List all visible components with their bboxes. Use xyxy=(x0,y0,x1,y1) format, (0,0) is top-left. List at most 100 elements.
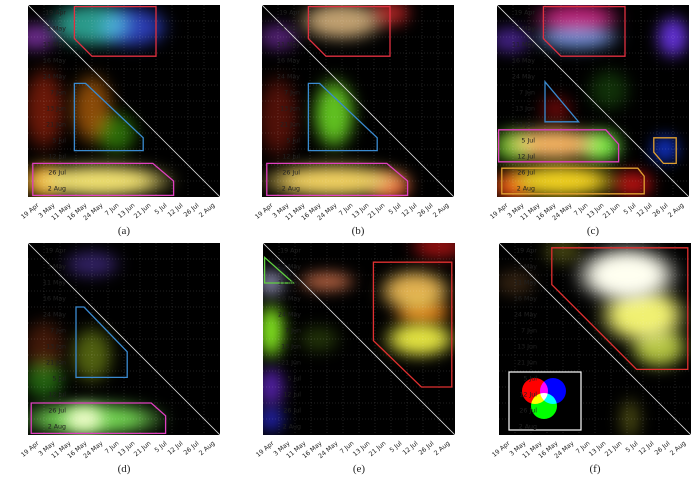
x-tick-label: 12 Jul xyxy=(401,440,420,457)
heatmap xyxy=(497,5,689,197)
heatmap-region xyxy=(653,13,689,61)
region-outline xyxy=(307,5,391,57)
panel-caption: (a) xyxy=(117,225,131,237)
heatmap xyxy=(28,243,220,435)
y-tick-label: 5 Jul xyxy=(52,375,66,383)
heatmap-region xyxy=(28,61,68,157)
y-tick-label: 13 Jun xyxy=(280,105,300,113)
y-tick-label: 24 May xyxy=(42,73,66,81)
y-tick-label: 7 Jun xyxy=(285,327,301,335)
heatmap-region xyxy=(609,168,657,197)
panel-caption: (b) xyxy=(351,225,365,237)
y-tick-label: 3 May xyxy=(517,263,537,271)
y-tick-label: 21 Jun xyxy=(515,121,535,129)
x-tick-label: 21 Jun xyxy=(601,202,622,221)
heatmap-region xyxy=(497,169,537,197)
heatmap-region xyxy=(537,93,576,125)
y-tick-label: 12 Jul xyxy=(48,153,66,161)
y-tick-label: 16 May xyxy=(42,295,66,303)
x-tick-label: 13 Jun xyxy=(587,440,608,459)
y-tick-label: 7 Jun xyxy=(284,89,300,97)
y-tick-label: 21 Jun xyxy=(46,121,66,129)
heatmap-region xyxy=(497,126,537,165)
y-tick-label: 5 Jul xyxy=(287,375,301,383)
region-outline xyxy=(542,5,626,57)
y-tick-label: 19 Apr xyxy=(280,247,301,255)
region-outline xyxy=(501,167,645,195)
heatmap-region xyxy=(585,65,633,114)
y-tick-label: 11 May xyxy=(276,41,300,49)
heatmap xyxy=(28,5,220,197)
y-tick-label: 2 Aug xyxy=(47,185,66,193)
heatmap-region xyxy=(262,69,302,165)
y-tick-label: 13 Jun xyxy=(46,105,66,113)
y-tick-label: 16 May xyxy=(276,57,300,65)
y-tick-label: 11 May xyxy=(277,279,301,287)
heatmap-region xyxy=(366,169,414,197)
y-tick-label: 26 Jul xyxy=(283,407,301,415)
region-outline xyxy=(73,82,144,152)
y-tick-label: 11 May xyxy=(42,279,66,287)
x-tick-label: 26 Jul xyxy=(416,202,435,219)
y-tick-label: 26 Jul xyxy=(48,407,66,415)
y-tick-label: 12 Jul xyxy=(48,391,66,399)
heatmap-region xyxy=(407,243,455,263)
y-tick-label: 3 May xyxy=(280,25,300,33)
y-tick-label: 24 May xyxy=(513,311,537,319)
y-tick-label: 3 May xyxy=(515,25,535,33)
y-tick-label: 2 Aug xyxy=(282,423,301,431)
y-tick-label: 21 Jun xyxy=(46,359,66,367)
region-outline xyxy=(266,162,409,197)
y-tick-label: 5 Jul xyxy=(286,137,300,145)
y-tick-label: 3 May xyxy=(46,263,66,271)
x-tick-label: 2 Aug xyxy=(666,202,686,220)
x-tick-label: 13 Jun xyxy=(585,202,606,221)
region-outline xyxy=(497,129,620,163)
y-tick-label: 13 Jun xyxy=(517,343,537,351)
y-tick-label: 11 May xyxy=(42,41,66,49)
y-tick-label: 5 Jul xyxy=(52,137,66,145)
diagonal-line xyxy=(499,243,691,435)
x-tick-label: 26 Jul xyxy=(417,440,436,457)
x-tick-label: 19 Apr xyxy=(19,440,41,459)
y-tick-label: 7 Jun xyxy=(521,327,537,335)
heatmap-region xyxy=(60,403,108,435)
x-tick-label: 13 Jun xyxy=(116,202,137,221)
panel-c: 19 Apr 19 Apr 3 May 3 May 11 May 11 May 16 May… xyxy=(489,5,700,242)
heatmap xyxy=(499,243,691,435)
y-tick-label: 19 Apr xyxy=(279,9,300,17)
heatmap-region xyxy=(295,323,343,355)
panel-b: 19 Apr 19 Apr 3 May 3 May 11 May 11 May 16 May… xyxy=(254,5,496,242)
y-tick-label: 11 May xyxy=(513,279,537,287)
y-tick-label: 3 May xyxy=(281,263,301,271)
y-tick-label: 26 Jul xyxy=(48,169,66,177)
y-tick-label: 2 Aug xyxy=(518,423,537,431)
heatmap-region xyxy=(310,73,358,154)
y-tick-label: 16 May xyxy=(513,295,537,303)
panel-d: 19 Apr 19 Apr 3 May 3 May 11 May 11 May 16 May… xyxy=(20,243,262,480)
y-tick-label: 13 Jun xyxy=(46,343,66,351)
heatmap-region xyxy=(295,270,359,293)
region-outline xyxy=(372,261,453,388)
y-tick-label: 12 Jul xyxy=(283,391,301,399)
x-tick-label: 21 Jun xyxy=(132,440,153,459)
x-tick-label: 21 Jun xyxy=(603,440,624,459)
y-tick-label: 3 May xyxy=(46,25,66,33)
heatmap-region xyxy=(92,5,172,52)
x-tick-label: 26 Jul xyxy=(651,202,670,219)
x-tick-label: 26 Jul xyxy=(182,440,201,457)
x-tick-label: 2 Aug xyxy=(197,440,217,458)
y-tick-label: 7 Jun xyxy=(50,327,66,335)
region-outline xyxy=(551,247,689,371)
y-tick-label: 24 May xyxy=(277,311,301,319)
y-tick-label: 2 Aug xyxy=(281,185,300,193)
diagonal-line xyxy=(497,5,689,197)
x-tick-label: 2 Aug xyxy=(197,202,217,220)
panel-caption: (e) xyxy=(352,463,366,475)
region-outline xyxy=(73,5,157,57)
panel-e: 19 Apr 19 Apr 3 May 3 May 11 May 11 May 16 May… xyxy=(255,243,497,480)
y-tick-label: 13 Jun xyxy=(515,105,535,113)
panel-caption: (d) xyxy=(117,463,131,475)
x-tick-label: 21 Jun xyxy=(367,440,388,459)
heatmap-region xyxy=(28,355,68,403)
